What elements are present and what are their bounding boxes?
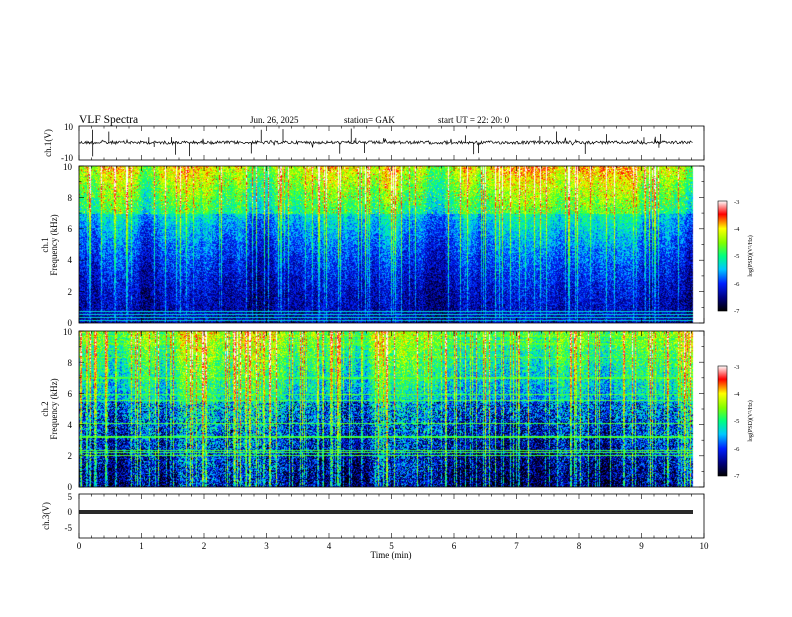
ch3-ytick-5: 5 [68,492,73,502]
ch3-ytick-m5: -5 [65,523,73,533]
time-tick-2: 2 [202,541,207,551]
ch2-colorbar-tick-m5: -5 [734,418,739,425]
ch2-colorbar-tick-m6: -6 [734,446,740,453]
ch2-colorbar-tick-m3: -3 [734,364,739,371]
start-ut-label: start UT = 22: 20: 0 [438,115,510,125]
ch1-colorbar-tick-m7: -7 [734,308,740,315]
ch1-spikes [92,128,662,157]
ch1-waveform-panel: 10 -10 ch.1(V) [43,122,705,163]
time-tick-8: 8 [577,541,582,551]
ch2-freq-tick-8: 8 [68,358,73,368]
date-label: Jun. 26, 2025 [250,115,299,125]
ch1-freq-tick-6: 6 [68,224,73,234]
ch1-spectrogram-ticks [78,165,705,324]
station-label: station= GAK [344,115,395,125]
ch3-ticks [78,494,705,538]
ch2-freq-tick-4: 4 [68,420,73,430]
ch1-waveform-trace [78,137,693,148]
time-axis-tick-labels: 0 1 2 3 4 5 6 7 8 9 10 [77,541,709,551]
time-tick-7: 7 [514,541,519,551]
ch1-spectrogram-ylabel-frequency: Frequency (kHz) [49,214,59,275]
ch1-spectrogram-ylabel-channel: ch.1 [40,237,50,252]
figure-title: VLF Spectra [79,114,138,126]
ch1-freq-tick-4: 4 [68,255,73,265]
ch1-x-ticks [78,126,705,160]
ch1-colorbar-tick-m5: -5 [734,253,739,260]
ch1-ytick-bottom: -10 [61,153,73,163]
ch3-ytick-0: 0 [68,507,73,517]
ch2-freq-tick-2: 2 [68,451,73,461]
ch1-waveform-ylabel: ch.1(V) [43,129,53,157]
time-tick-4: 4 [327,541,332,551]
time-tick-10: 10 [700,541,710,551]
ch2-freq-tick-0: 0 [68,482,73,492]
ch2-spectrogram-ylabel-frequency: Frequency (kHz) [49,378,59,439]
ch1-freq-tick-8: 8 [68,193,73,203]
time-tick-1: 1 [139,541,144,551]
time-tick-9: 9 [639,541,644,551]
time-axis-label: Time (min) [371,550,412,560]
ch1-spectrogram-image [79,166,704,323]
ch2-spectrogram-ytick-labels: 0 2 4 6 8 10 [63,327,73,492]
ch2-spectrogram-ticks [78,330,705,488]
ch1-colorbar-label: log(PSD)(V²/Hz) [747,235,754,276]
ch1-ytick-top: 10 [64,122,74,132]
ch2-freq-tick-6: 6 [68,389,73,399]
ch1-freq-tick-0: 0 [68,318,73,328]
ch2-colorbar-tick-m4: -4 [734,391,740,398]
time-tick-3: 3 [264,541,269,551]
ch1-colorbar: -3 -4 -5 -6 -7 log(PSD)(V²/Hz) [717,199,754,315]
ch1-colorbar-tick-m4: -4 [734,226,740,233]
time-tick-6: 6 [452,541,457,551]
time-tick-5: 5 [389,541,394,551]
ch2-colorbar-tick-m7: -7 [734,473,740,480]
ch1-freq-tick-2: 2 [68,287,73,297]
ch2-freq-tick-10: 10 [63,327,73,337]
ch2-spectrogram-panel: 0 2 4 6 8 10 ch.2 Frequency (kHz) [40,327,705,492]
ch1-spectrogram-ytick-labels: 0 2 4 6 8 10 [63,162,73,328]
ch1-spectrogram-panel: 0 2 4 6 8 10 ch.1 Frequency (kHz) [40,162,705,328]
ch2-spectrogram-ylabel-channel: ch.2 [40,401,50,416]
ch3-waveform-panel: 5 0 -5 ch.3(V) 0 1 2 3 4 5 6 7 8 9 10 Ti… [41,492,709,560]
ch1-colorbar-tick-m6: -6 [734,281,740,288]
ch3-waveform-trace [79,510,693,514]
ch2-colorbar-label: log(PSD)(V²/Hz) [747,400,754,441]
ch2-spectrogram-image [79,331,704,487]
ch3-waveform-ylabel: ch.3(V) [41,502,51,530]
ch1-freq-tick-10: 10 [63,162,73,172]
ch1-colorbar-tick-m3: -3 [734,199,739,206]
time-tick-0: 0 [77,541,82,551]
ch2-colorbar: -3 -4 -5 -6 -7 log(PSD)(V²/Hz) [717,364,754,480]
